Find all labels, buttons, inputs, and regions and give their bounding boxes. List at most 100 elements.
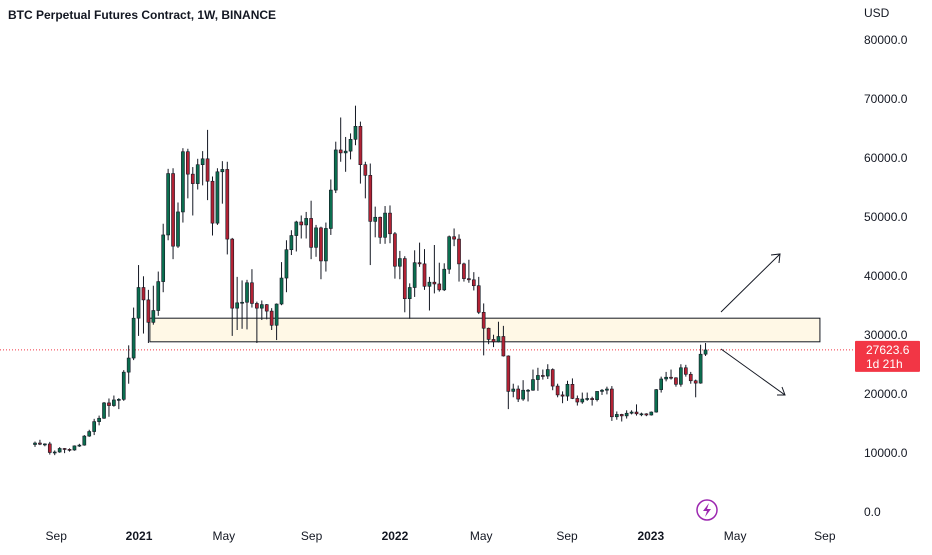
candle-body xyxy=(521,389,525,400)
x-tick-label: Sep xyxy=(301,529,323,543)
candle-body xyxy=(279,277,284,305)
y-tick-label: 80000.0 xyxy=(864,33,908,47)
candle-body xyxy=(634,411,639,415)
candle-body xyxy=(116,399,121,401)
x-tick-label: May xyxy=(470,529,493,543)
candle-body xyxy=(319,227,323,262)
y-tick-label: 60000.0 xyxy=(864,151,908,165)
candle-body xyxy=(126,357,131,373)
candle-body xyxy=(619,414,624,417)
y-tick-label: 40000.0 xyxy=(864,269,908,283)
y-tick-label: 70000.0 xyxy=(864,92,908,106)
currency-label: USD xyxy=(864,6,890,20)
candle-body xyxy=(255,303,259,309)
candle-body xyxy=(363,164,368,176)
candle-body xyxy=(555,385,560,396)
event-icon[interactable] xyxy=(696,499,718,521)
candle-body xyxy=(422,263,427,287)
candle-body xyxy=(624,412,629,417)
candle-body xyxy=(442,268,447,291)
candle-body xyxy=(141,287,146,301)
candle-body xyxy=(629,411,634,414)
candle-body xyxy=(462,263,466,279)
x-tick-label: May xyxy=(724,529,747,543)
candle-body xyxy=(309,218,313,248)
candle-body xyxy=(550,369,555,387)
candle-body xyxy=(644,413,649,416)
candle-body xyxy=(654,389,659,413)
x-tick-label: 2022 xyxy=(382,529,409,543)
candle-body xyxy=(452,236,456,240)
candle-body xyxy=(72,445,77,451)
candle-body xyxy=(269,310,274,326)
x-tick-label: Sep xyxy=(556,529,578,543)
candle-body xyxy=(383,212,387,238)
candle-body xyxy=(432,281,437,285)
x-tick-label: 2023 xyxy=(637,529,664,543)
candle-body xyxy=(614,414,619,418)
candle-body xyxy=(245,282,249,303)
candle-body xyxy=(402,258,407,300)
candle-body xyxy=(570,384,575,399)
candle-body xyxy=(87,431,92,437)
candle-body xyxy=(610,388,614,418)
candle-body xyxy=(186,151,190,175)
candle-body xyxy=(304,218,309,226)
candle-body xyxy=(388,212,392,235)
candle-body xyxy=(412,262,417,288)
candle-body xyxy=(220,169,225,173)
x-tick-label: May xyxy=(213,529,236,543)
y-tick-label: 20000.0 xyxy=(864,387,908,401)
candle-body xyxy=(693,380,698,384)
candle-body xyxy=(107,402,111,406)
candle-body xyxy=(112,399,116,406)
candle-body xyxy=(52,451,57,454)
x-tick-label: Sep xyxy=(46,529,68,543)
candle-body xyxy=(457,238,461,265)
y-tick-label: 50000.0 xyxy=(864,210,908,224)
candle-body xyxy=(526,389,530,392)
candle-body xyxy=(190,173,195,184)
candle-body xyxy=(274,303,279,326)
candle-body xyxy=(398,258,402,267)
candle-body xyxy=(225,169,230,240)
candle-body xyxy=(264,304,269,312)
candle-body xyxy=(639,413,644,416)
candle-body xyxy=(683,367,688,375)
candle-body xyxy=(393,233,397,267)
candle-body xyxy=(595,391,599,400)
candle-body xyxy=(181,151,185,213)
candle-body xyxy=(491,339,496,343)
candle-body xyxy=(235,302,239,309)
candle-body xyxy=(161,234,166,282)
candle-body xyxy=(67,449,72,451)
candle-body xyxy=(669,376,673,379)
candle-body xyxy=(195,164,200,184)
last-price-label: 27623.6 xyxy=(866,343,910,357)
zone-layer xyxy=(0,317,855,351)
candle-body xyxy=(33,442,37,445)
candle-body xyxy=(575,398,580,403)
candle-body xyxy=(176,211,180,247)
candle-body xyxy=(210,180,215,224)
candle-body xyxy=(698,353,703,384)
candle-body xyxy=(38,442,42,445)
candle-body xyxy=(57,448,62,453)
countdown-label: 1d 21h xyxy=(866,357,903,371)
candle-body xyxy=(200,158,205,166)
candle-body xyxy=(476,285,481,313)
candle-body xyxy=(496,336,501,343)
candle-body xyxy=(585,398,590,400)
candle-body xyxy=(259,304,264,309)
candle-body xyxy=(590,398,594,400)
candle-body xyxy=(679,367,683,385)
candle-body xyxy=(151,310,156,323)
candle-body xyxy=(77,444,82,447)
candle-body xyxy=(565,384,570,397)
candle-body xyxy=(501,336,506,357)
arrow-up xyxy=(720,253,781,313)
candle-body xyxy=(338,149,343,154)
candle-body xyxy=(343,150,348,154)
candle-body xyxy=(378,216,382,238)
candle-body xyxy=(215,171,220,224)
